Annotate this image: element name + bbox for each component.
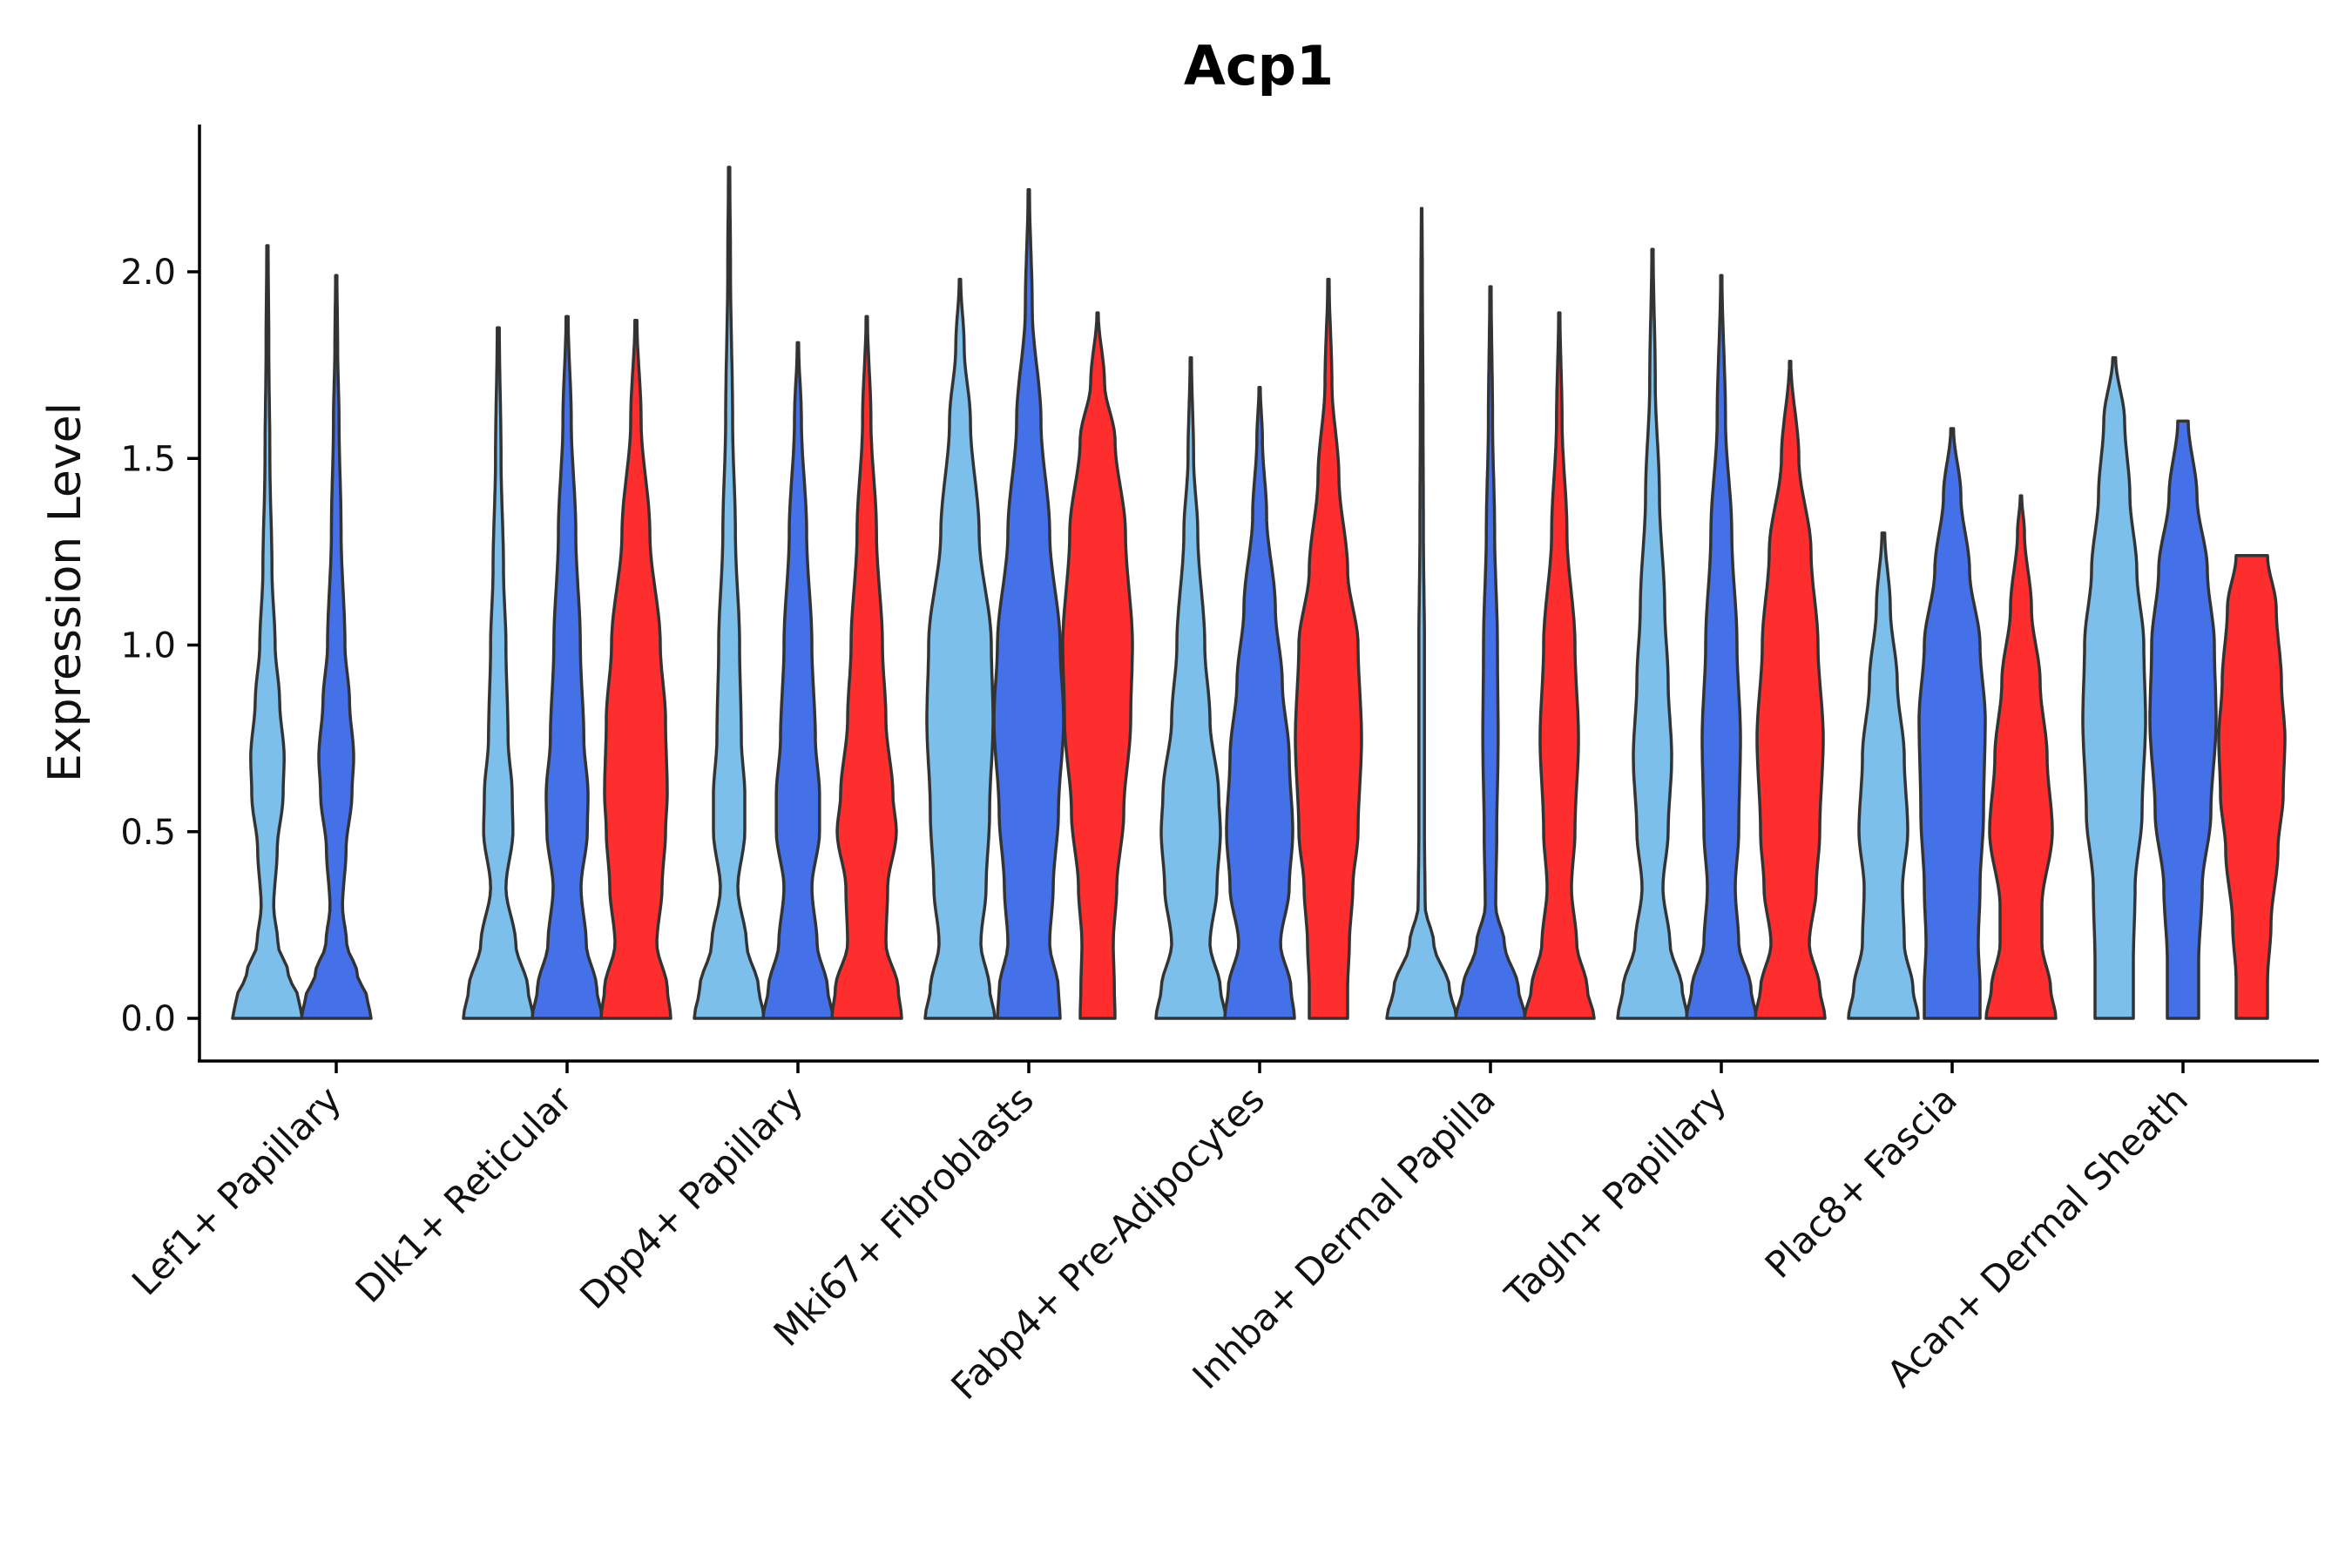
- violin-2-2: [830, 314, 903, 1020]
- x-tick-label: Dlk1+ Reticular: [348, 1078, 581, 1311]
- violin-0-1: [300, 274, 373, 1020]
- violin-0-0: [231, 244, 304, 1020]
- x-tick-label: Plac8+ Fascia: [1757, 1078, 1965, 1286]
- x-tick-label: Tagln+ Papillary: [1497, 1078, 1734, 1315]
- violin-8-0: [2081, 355, 2147, 1020]
- violin-2-0: [693, 166, 766, 1020]
- y-tick-label: 0.5: [120, 813, 176, 853]
- y-tick-label: 2.0: [120, 253, 176, 293]
- violin-6-2: [1754, 360, 1827, 1020]
- violin-6-1: [1685, 274, 1758, 1020]
- violin-1-0: [462, 326, 535, 1020]
- y-axis-label: Expression Level: [39, 402, 91, 782]
- y-tick-label: 1.0: [120, 626, 176, 666]
- violin-6-0: [1616, 247, 1689, 1020]
- violins-group: [231, 166, 2287, 1020]
- violin-4-1: [1223, 386, 1296, 1020]
- violin-2-1: [761, 341, 835, 1020]
- y-tick-label: 0.0: [120, 999, 176, 1039]
- violin-3-1: [992, 187, 1065, 1020]
- violin-3-2: [1061, 311, 1134, 1020]
- violin-5-0: [1385, 206, 1458, 1020]
- violin-8-2: [2217, 553, 2287, 1020]
- violin-3-0: [923, 277, 997, 1020]
- violin-5-2: [1523, 311, 1596, 1020]
- violin-8-1: [2148, 419, 2218, 1020]
- violin-4-0: [1154, 355, 1227, 1020]
- violin-4-2: [1294, 277, 1363, 1020]
- violin-7-2: [1984, 494, 2058, 1020]
- violin-1-1: [531, 314, 604, 1020]
- violin-7-0: [1847, 531, 1920, 1020]
- x-tick-label: Lef1+ Papillary: [124, 1078, 349, 1303]
- chart-title: Acp1: [1184, 34, 1334, 98]
- violin-1-2: [599, 318, 672, 1020]
- x-tick-label: Mki67+ Fibroblasts: [766, 1078, 1042, 1354]
- y-tick-label: 1.5: [120, 439, 176, 479]
- violin-5-1: [1454, 285, 1527, 1020]
- violin-7-1: [1917, 427, 1987, 1020]
- x-tick-label: Dpp4+ Papillary: [571, 1078, 811, 1317]
- y-axis: 0.0 0.5 1.0 1.5 2.0: [120, 125, 201, 1061]
